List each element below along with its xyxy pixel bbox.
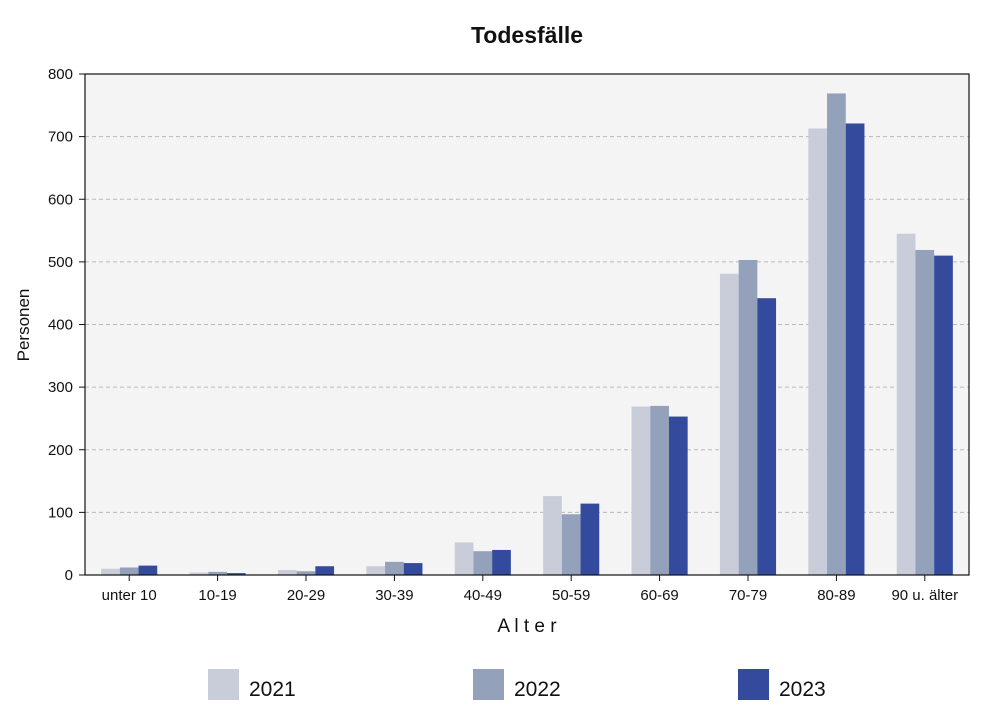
x-axis-label: A l t e r <box>497 616 557 637</box>
bar <box>934 255 953 576</box>
y-tick-label: 400 <box>48 317 73 334</box>
x-tick-label: 40-49 <box>464 587 502 604</box>
bar <box>719 273 739 575</box>
x-tick-label: 70-79 <box>729 587 767 604</box>
y-axis-label: Personen <box>14 289 33 362</box>
bar <box>827 93 846 575</box>
bar <box>580 503 600 575</box>
bar <box>189 572 209 575</box>
bar <box>101 568 120 575</box>
bar <box>315 566 335 575</box>
bar <box>208 571 227 575</box>
bar <box>454 542 474 575</box>
legend-label: 2023 <box>779 678 826 701</box>
bar <box>631 406 651 575</box>
bar <box>845 123 865 575</box>
y-tick-label: 500 <box>48 254 73 271</box>
y-tick-label: 800 <box>48 66 73 83</box>
y-tick-label: 600 <box>48 191 73 208</box>
bar <box>915 249 935 576</box>
y-tick-label: 200 <box>48 442 73 459</box>
bar <box>366 566 386 575</box>
y-tick-label: 100 <box>48 504 73 521</box>
bar <box>757 298 777 575</box>
bar <box>543 496 562 575</box>
x-tick-label: 10-19 <box>198 587 236 604</box>
bar <box>138 565 158 575</box>
legend-label: 2021 <box>249 678 296 701</box>
y-tick-label: 0 <box>65 567 73 584</box>
bar <box>668 416 688 575</box>
bar <box>561 514 581 575</box>
x-tick-label: unter 10 <box>102 587 157 604</box>
bar <box>385 561 404 575</box>
bar <box>296 571 316 575</box>
x-tick-label: 80-89 <box>817 587 855 604</box>
bar <box>277 569 297 575</box>
legend-item: 2022 <box>473 669 561 701</box>
bar <box>492 549 511 575</box>
x-tick-label: 60-69 <box>640 587 678 604</box>
bar <box>403 563 423 575</box>
legend-swatch <box>208 669 239 700</box>
y-tick-label: 700 <box>48 129 73 146</box>
bar <box>896 233 916 575</box>
bar <box>738 260 758 575</box>
legend-swatch <box>473 669 504 700</box>
x-tick-label: 20-29 <box>287 587 325 604</box>
bar <box>473 551 493 575</box>
bar <box>226 573 246 575</box>
x-tick-label: 30-39 <box>375 587 413 604</box>
y-tick-label: 300 <box>48 379 73 396</box>
legend-item: 2023 <box>738 669 826 701</box>
chart-title: Todesfälle <box>471 22 583 48</box>
x-tick-label: 50-59 <box>552 587 590 604</box>
legend-item: 2021 <box>208 669 296 701</box>
bar <box>650 405 669 575</box>
bar <box>808 128 828 576</box>
legend-swatch <box>738 669 769 700</box>
x-tick-label: 90 u. älter <box>891 587 958 604</box>
legend-label: 2022 <box>514 678 561 701</box>
bar <box>119 567 139 575</box>
